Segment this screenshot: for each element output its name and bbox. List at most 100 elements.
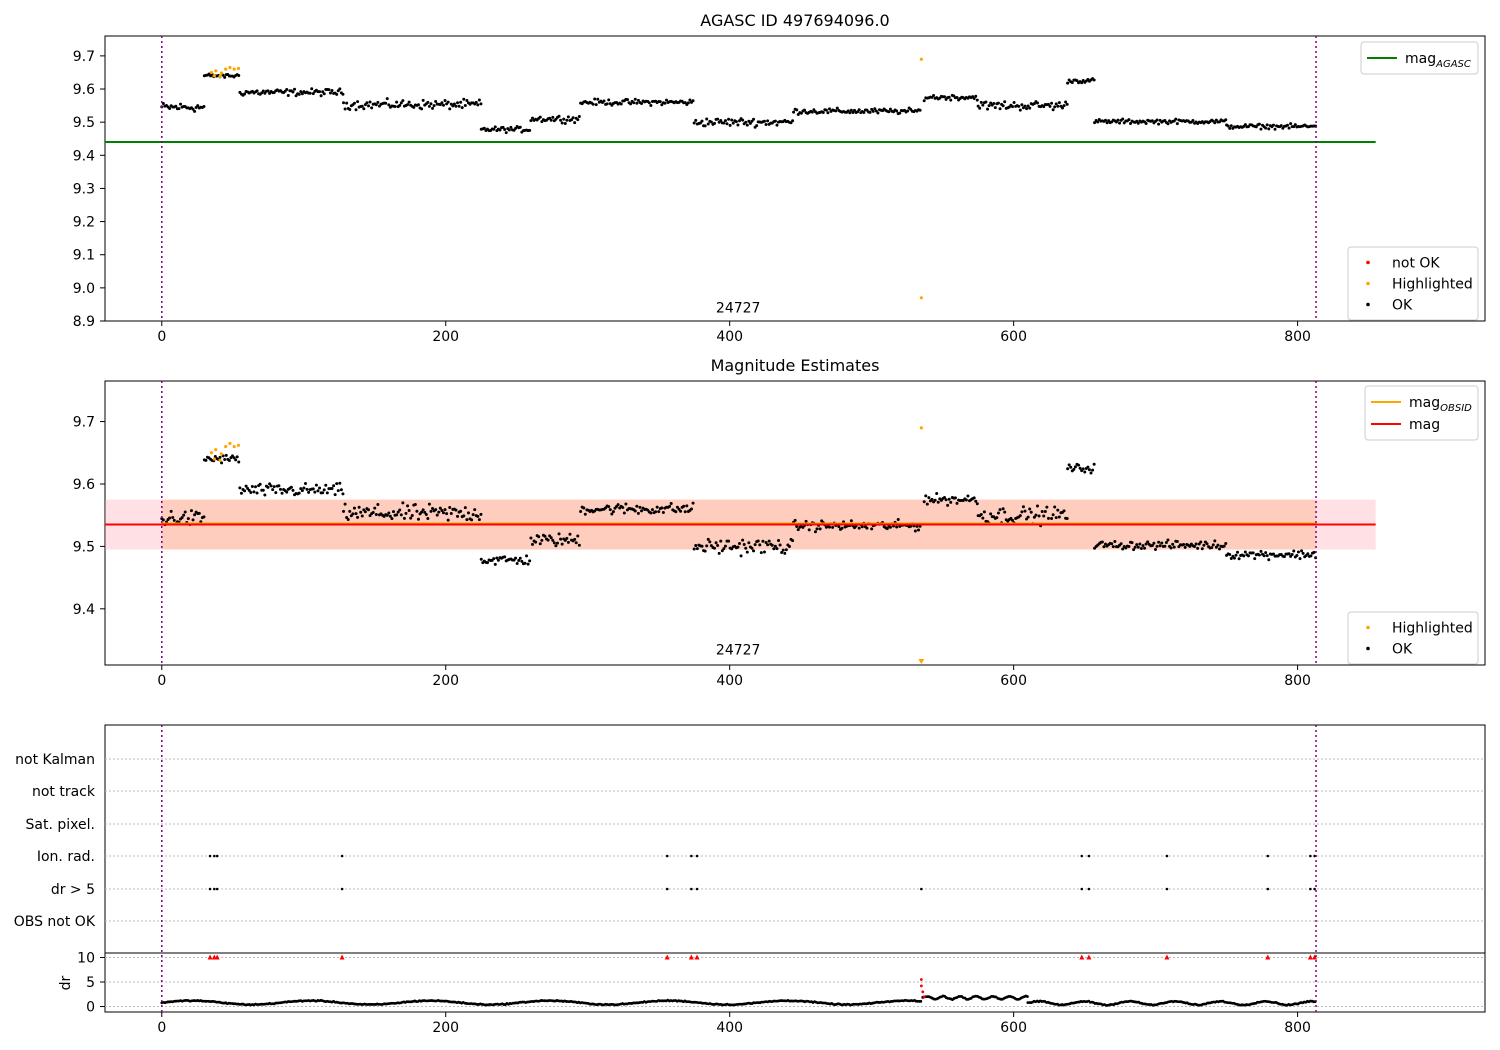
ok-point [1139, 547, 1143, 551]
ok-point [1012, 100, 1016, 104]
ok-point [780, 551, 784, 555]
x-tick-label: 800 [1284, 1020, 1311, 1036]
ok-point [986, 107, 990, 111]
ok-point [300, 489, 304, 493]
ok-point [773, 119, 777, 123]
ok-point [193, 513, 197, 517]
ok-point [311, 92, 315, 96]
ok-point [1267, 558, 1271, 562]
flag-row-label: dr > 5 [51, 882, 95, 898]
ok-point [649, 511, 653, 515]
ok-point [1246, 554, 1250, 558]
ok-point [345, 101, 349, 105]
ok-point [479, 512, 483, 516]
ok-point [441, 103, 445, 107]
ok-point [955, 501, 959, 505]
ok-point [657, 510, 661, 514]
flag-row-label: not Kalman [15, 752, 95, 768]
ok-point [803, 108, 807, 112]
legend-dot-marker [1366, 302, 1370, 307]
flag-row-label: Ion. rad. [37, 849, 95, 865]
ok-point [1121, 547, 1125, 551]
ok-point [857, 526, 861, 530]
ok-point [341, 92, 345, 96]
ok-point [705, 544, 709, 548]
y-tick-label: 9.1 [73, 248, 95, 264]
ok-point [534, 540, 538, 544]
ok-point [415, 509, 419, 513]
ok-point [979, 100, 983, 104]
ok-point [736, 123, 740, 127]
ok-point [518, 556, 522, 560]
ok-point [357, 505, 361, 509]
ok-point [554, 544, 558, 548]
highlighted-point [224, 444, 228, 449]
ok-point [426, 100, 430, 104]
ok-point [1135, 543, 1139, 547]
highlighted-point [232, 444, 236, 449]
ok-point [566, 115, 570, 119]
ok-point [640, 509, 644, 513]
ok-point [1150, 543, 1154, 547]
ok-point [849, 519, 853, 523]
ok-point [777, 539, 781, 543]
ok-point [996, 101, 1000, 105]
ok-point [810, 110, 814, 114]
ok-point [426, 517, 430, 521]
ok-point [1021, 505, 1025, 509]
axes-frame [104, 724, 1486, 1013]
ok-point [635, 101, 639, 105]
ok-point [1213, 121, 1217, 125]
ok-point [204, 458, 208, 462]
ok-point [906, 109, 910, 113]
ok-point [924, 494, 928, 498]
ok-point [416, 517, 420, 521]
ok-point [213, 455, 217, 459]
ok-point [503, 555, 507, 559]
ok-point [764, 123, 768, 127]
ok-point [549, 536, 553, 540]
ok-point [709, 120, 713, 124]
ok-point [1264, 551, 1268, 555]
ok-point [996, 511, 1000, 515]
ok-point [665, 98, 669, 102]
ok-point [1078, 466, 1082, 470]
ok-point [526, 562, 530, 566]
ok-point [700, 544, 704, 548]
ok-point [1290, 553, 1294, 557]
ok-point [694, 118, 698, 122]
ok-point [325, 491, 329, 495]
ok-point [161, 518, 165, 522]
ok-point [398, 103, 402, 107]
ok-point [647, 101, 651, 105]
ok-point [429, 509, 433, 513]
ok-point [1287, 126, 1291, 130]
y-tick-label: 9.5 [73, 539, 95, 555]
ok-point [363, 510, 367, 514]
ok-point [324, 483, 328, 487]
ok-point [348, 509, 352, 513]
ok-point [1011, 518, 1015, 522]
ok-point [356, 515, 360, 519]
ok-point [624, 502, 628, 506]
ok-point [840, 526, 844, 530]
ok-point [339, 488, 343, 492]
ok-point [1048, 104, 1052, 108]
ok-point [748, 121, 752, 125]
highlighted-point [209, 70, 214, 75]
ok-point [367, 104, 371, 108]
ok-point [1224, 541, 1228, 545]
ok-point [1287, 552, 1291, 556]
ok-point [640, 101, 644, 105]
ok-point [1232, 556, 1236, 560]
ok-point [374, 103, 378, 107]
ok-point [862, 111, 866, 115]
ok-point [266, 89, 270, 93]
ok-point [804, 519, 808, 523]
ok-point [633, 509, 637, 513]
ok-point [625, 98, 629, 102]
ok-point [930, 497, 934, 501]
ok-point [333, 493, 337, 497]
ok-point [1040, 509, 1044, 513]
ok-point [171, 516, 175, 520]
